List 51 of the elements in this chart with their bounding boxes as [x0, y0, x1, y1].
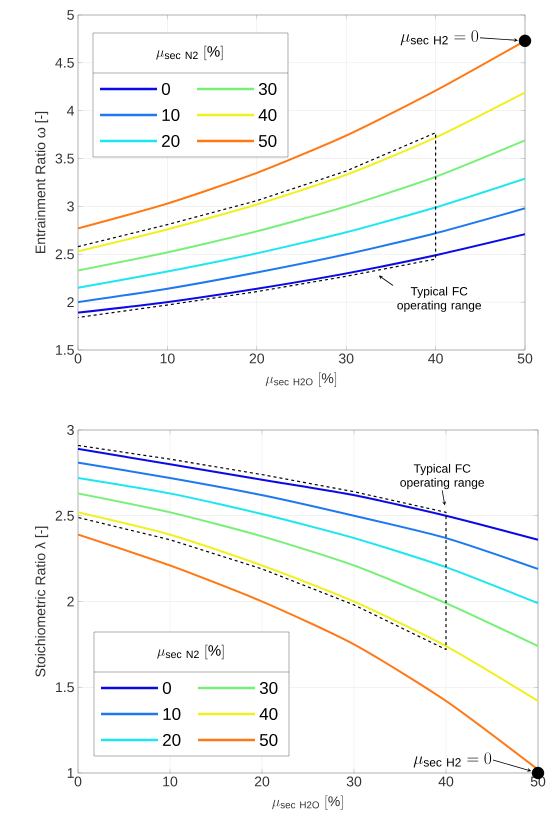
- line-series: [77, 233, 526, 314]
- legend-label: 10: [164, 708, 180, 720]
- y-tick-label: 1.5: [56, 345, 74, 355]
- y-tick-label: 1.5: [56, 682, 74, 692]
- x-tick-label: 10: [163, 776, 178, 786]
- x-tick-label: 40: [428, 354, 443, 364]
- x-tick-label: 20: [254, 776, 270, 786]
- y-tick-label: 2: [67, 297, 74, 308]
- legend-label: 50: [258, 134, 276, 148]
- legend-label: 0: [162, 682, 171, 694]
- x-tick-label: 10: [160, 354, 175, 364]
- legend-label: 30: [260, 682, 278, 694]
- x-tick-label: 30: [338, 354, 354, 364]
- y-tick-label: 3: [67, 425, 74, 435]
- legend-label: 50: [260, 734, 278, 746]
- x-tick-label: 50: [518, 354, 532, 364]
- line-series: [77, 462, 540, 570]
- x-tick-label: 40: [438, 776, 454, 786]
- y-tick-label: 3: [67, 201, 74, 212]
- x-axis-title: $\mu_{\mathrm{sec\ H2O}}\ [\%]$: [266, 372, 336, 387]
- line-series: [77, 477, 540, 604]
- annotation: Typical FC operating range: [400, 464, 484, 490]
- y-tick-label: 2.5: [56, 249, 74, 260]
- legend-label: 30: [258, 82, 276, 96]
- legend-label: 20: [162, 134, 180, 148]
- y-axis-title: Entrainment Ratio ω [-]: [35, 112, 48, 253]
- x-axis-title: $\mu_{\mathrm{sec\ H2O}}\ [\%]$: [272, 795, 343, 810]
- annotation: $\mu_{\mathrm{sec\ H2}} = 0$: [400, 30, 478, 46]
- y-tick-label: 2.5: [56, 510, 74, 521]
- y-tick-label: 5: [67, 10, 74, 20]
- legend-label: 10: [162, 108, 180, 122]
- legend-label: 40: [260, 708, 278, 720]
- y-axis-title: Stoichiometric Ratio λ [-]: [35, 526, 48, 677]
- legend-label: 40: [258, 108, 276, 122]
- x-tick-label: 0: [74, 354, 82, 364]
- y-tick-label: 4: [66, 106, 74, 116]
- legend-label: 20: [163, 734, 180, 746]
- y-tick-label: 4.5: [55, 58, 74, 68]
- annotation: Typical FC operating range: [397, 286, 482, 312]
- x-tick-label: 0: [74, 776, 82, 786]
- annotation: $\mu_{\mathrm{sec\ H2}} = 0$: [414, 752, 492, 768]
- legend-title: $\mu_{\mathrm{sec\ N2}}\ [\%]$: [157, 644, 224, 660]
- legend-label: 0: [162, 82, 170, 96]
- line-series: [77, 511, 540, 702]
- x-tick-label: 20: [250, 354, 264, 364]
- y-tick-label: 1: [68, 768, 74, 778]
- line-series: [77, 448, 540, 541]
- legend-title: $\mu_{\mathrm{sec\ N2}}\ [\%]$: [156, 46, 222, 60]
- x-tick-label: 30: [346, 776, 362, 786]
- y-tick-label: 2: [67, 596, 74, 606]
- y-tick-label: 3.5: [56, 154, 74, 164]
